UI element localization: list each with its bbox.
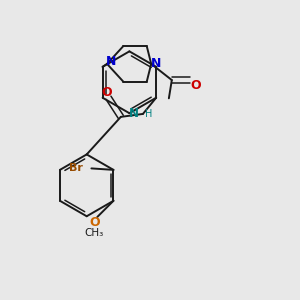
Text: O: O	[89, 216, 100, 229]
Text: N: N	[151, 57, 162, 70]
Text: CH₃: CH₃	[85, 228, 104, 238]
Text: O: O	[190, 79, 201, 92]
Text: Br: Br	[69, 164, 83, 173]
Text: N: N	[129, 107, 139, 120]
Text: O: O	[102, 86, 112, 99]
Text: H: H	[145, 109, 153, 119]
Text: N: N	[105, 55, 116, 68]
